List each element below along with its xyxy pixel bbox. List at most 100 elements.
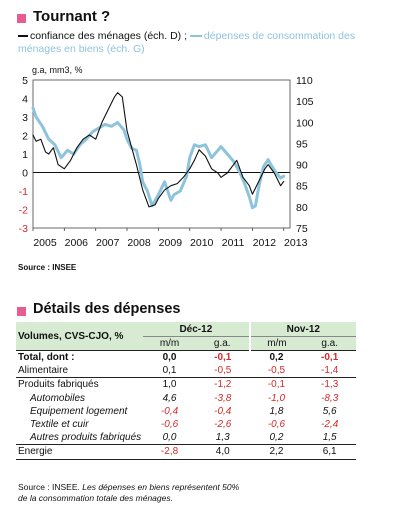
table-row: Textile et cuir -0,6 -2,6 -0,6 -2,4 [16, 418, 356, 431]
left-tick-label: 1 [22, 149, 28, 161]
row-value: 0,2 [249, 431, 304, 446]
row-value: -0,1 [321, 352, 339, 364]
row-label: Textile et cuir [30, 419, 89, 431]
x-tick-label: 2009 [159, 237, 183, 249]
row-value: -2,4 [321, 419, 339, 431]
x-tick-label: 2005 [33, 237, 57, 249]
subheader-ga: g.a. [195, 336, 250, 351]
row-value: -1,3 [321, 379, 339, 391]
chart-legend: confiance des ménages (éch. D) ; dépense… [18, 30, 363, 56]
spending-table: Volumes, CVS-CJO, % Déc-12 Nov-12 m/m g.… [16, 322, 356, 460]
left-tick-label: -3 [19, 223, 28, 235]
right-tick-label: 85 [296, 181, 308, 193]
row-value: -3,8 [214, 392, 232, 404]
table-body: Total, dont :0,0 -0,1 0,2 -0,1 Alimentaire 0,… [16, 351, 356, 460]
subheader-mm: m/m [248, 336, 304, 351]
section-marker-icon [17, 14, 26, 23]
row-value: -0,4 [214, 405, 232, 417]
left-tick-label: -1 [19, 186, 28, 198]
table-row: Autres produits fabriqués 0,0 1,3 0,2 1,5 [16, 431, 356, 446]
row-label: Autres produits fabriqués [16, 431, 144, 446]
row-value: -8,3 [321, 392, 339, 404]
note-source: Source : INSEE. [18, 482, 80, 492]
chart-source: Source : INSEE [18, 263, 77, 272]
header-label: Volumes, CVS-CJO, % [16, 322, 144, 351]
left-tick-label: 2 [22, 131, 28, 143]
row-value: 0,2 [269, 352, 284, 364]
left-tick-label: 3 [22, 112, 28, 124]
header-period-nov12: Nov-12 [248, 322, 356, 337]
x-tick-label: 2010 [190, 237, 214, 249]
row-value: 0,1 [143, 364, 196, 379]
table-row: Total, dont : 0,0 -0,1 0,2 -0,1 [16, 351, 356, 365]
table-subheader-row: m/m g.a. m/m g.a. [16, 336, 356, 351]
plot-frame [32, 79, 291, 229]
row-label: Total, dont : [18, 352, 75, 364]
left-tick-label: 0 [22, 168, 28, 180]
table-row: Alimentaire 0,1 -0,5 -0,5 -1,4 [16, 364, 356, 379]
left-tick-label: 4 [22, 94, 28, 106]
right-tick-label: 110 [296, 75, 313, 87]
row-value: 1,0 [162, 379, 177, 391]
x-tick-label: 2007 [96, 237, 120, 249]
row-value: 0,0 [143, 431, 196, 446]
legend-swatch-blue [189, 35, 202, 38]
row-label: Automobiles [30, 392, 86, 404]
note-line2: de la consommation totale des ménages. [18, 493, 173, 503]
right-tick-label: 95 [296, 138, 308, 150]
row-value: -1,4 [303, 364, 356, 379]
table-header-row: Volumes, CVS-CJO, % Déc-12 Nov-12 [16, 322, 356, 351]
row-label: Energie [16, 444, 144, 460]
table-note: Source : INSEE. Les dépenses en biens re… [18, 482, 239, 504]
row-value: 4,0 [195, 444, 250, 460]
right-tick-label: 105 [296, 96, 314, 108]
table-row: Equipement logement -0,4 -0,4 1,8 5,6 [16, 405, 356, 418]
row-label: Equipement logement [30, 405, 128, 417]
table-title: Détails des dépenses [33, 301, 181, 317]
row-value: -2,8 [143, 444, 196, 460]
row-value: -0,1 [267, 379, 286, 391]
subheader-ga: g.a. [303, 336, 356, 351]
row-value: 4,6 [162, 392, 177, 404]
legend-series1-label: confiance des ménages (éch. D) ; [30, 30, 187, 42]
row-value: 1,3 [195, 431, 250, 446]
right-tick-label: 100 [296, 117, 314, 129]
legend-swatch-black [18, 35, 28, 38]
left-tick-label: 5 [22, 75, 28, 87]
x-tick-label: 2011 [222, 237, 245, 249]
series-confidence-line [32, 92, 285, 208]
row-label: Alimentaire [16, 364, 144, 379]
row-value: -0,5 [249, 364, 304, 379]
legend-series2-label: dépenses de consommation des ménages en … [18, 30, 356, 55]
row-value: 2,2 [249, 444, 304, 460]
right-tick-label: 80 [296, 202, 308, 214]
row-value: -0,5 [195, 364, 250, 379]
row-value: -0,6 [160, 419, 179, 431]
left-tick-label: -2 [19, 205, 28, 217]
x-tick-label: 2008 [127, 237, 151, 249]
right-tick-label: 90 [296, 160, 308, 172]
row-value: -1,0 [267, 392, 286, 404]
section-marker-icon [17, 307, 26, 316]
x-tick-label: 2012 [253, 237, 277, 249]
row-value: 1,5 [303, 431, 356, 446]
row-value: -0,4 [160, 405, 179, 417]
note-line1: Les dépenses en biens représentent 50% [82, 482, 240, 492]
x-tick-label: 2013 [284, 237, 308, 249]
right-tick-label: 75 [296, 223, 308, 235]
row-value: 1,8 [269, 405, 284, 417]
row-value: -2,6 [214, 419, 232, 431]
row-label: Produits fabriqués [18, 379, 99, 391]
subheader-mm: m/m [143, 336, 196, 351]
line-chart: g.a, mm3, % 5 4 3 2 1 0 -1 -2 -3 110 105 100 95 90 85 80… [19, 65, 314, 249]
series-consumption-line [31, 106, 286, 210]
table-row: Automobiles 4,6 -3,8 -1,0 -8,3 [16, 392, 356, 405]
chart-title: Tournant ? [33, 8, 111, 25]
axis-unit-label: g.a, mm3, % [32, 65, 83, 75]
table-row: Produits fabriqués 1,0 -1,2 -0,1 -1,3 [16, 378, 356, 392]
row-value: 0,0 [162, 352, 177, 364]
row-value: -0,1 [214, 352, 232, 364]
table-row: Energie -2,8 4,0 2,2 6,1 [16, 444, 356, 460]
header-period-dec12: Déc-12 [143, 322, 250, 337]
row-value: 5,6 [322, 405, 337, 417]
